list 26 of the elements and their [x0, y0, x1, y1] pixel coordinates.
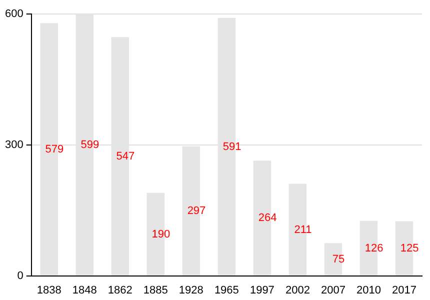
x-tick-label: 1997 — [250, 284, 274, 296]
x-tick-label: 2010 — [356, 284, 381, 296]
x-tick-label: 2007 — [320, 284, 346, 296]
data-label: 579 — [45, 144, 64, 156]
data-label: 75 — [332, 253, 345, 266]
data-label: 591 — [222, 140, 242, 153]
data-label: 190 — [152, 228, 170, 240]
data-label: 297 — [187, 205, 206, 218]
x-tick-label: 1885 — [143, 284, 168, 296]
x-tick-label: 1838 — [36, 284, 62, 296]
y-tick-label: 0 — [17, 270, 24, 282]
data-label: 125 — [400, 242, 419, 255]
data-label: 264 — [258, 212, 277, 224]
y-tick-label: 600 — [4, 8, 24, 20]
x-tick-label: 1928 — [178, 284, 204, 296]
x-tick-label: 1965 — [214, 284, 239, 296]
data-label: 599 — [80, 139, 100, 152]
y-tick-label: 300 — [4, 138, 24, 151]
x-tick-label: 2002 — [285, 284, 310, 296]
data-label: 211 — [294, 224, 312, 236]
bar — [324, 243, 342, 276]
x-tick-label: 1848 — [72, 284, 97, 296]
data-label: 126 — [364, 242, 384, 254]
x-tick-label: 2017 — [392, 284, 416, 296]
x-tick-label: 1862 — [108, 284, 132, 296]
data-label: 547 — [116, 150, 135, 162]
